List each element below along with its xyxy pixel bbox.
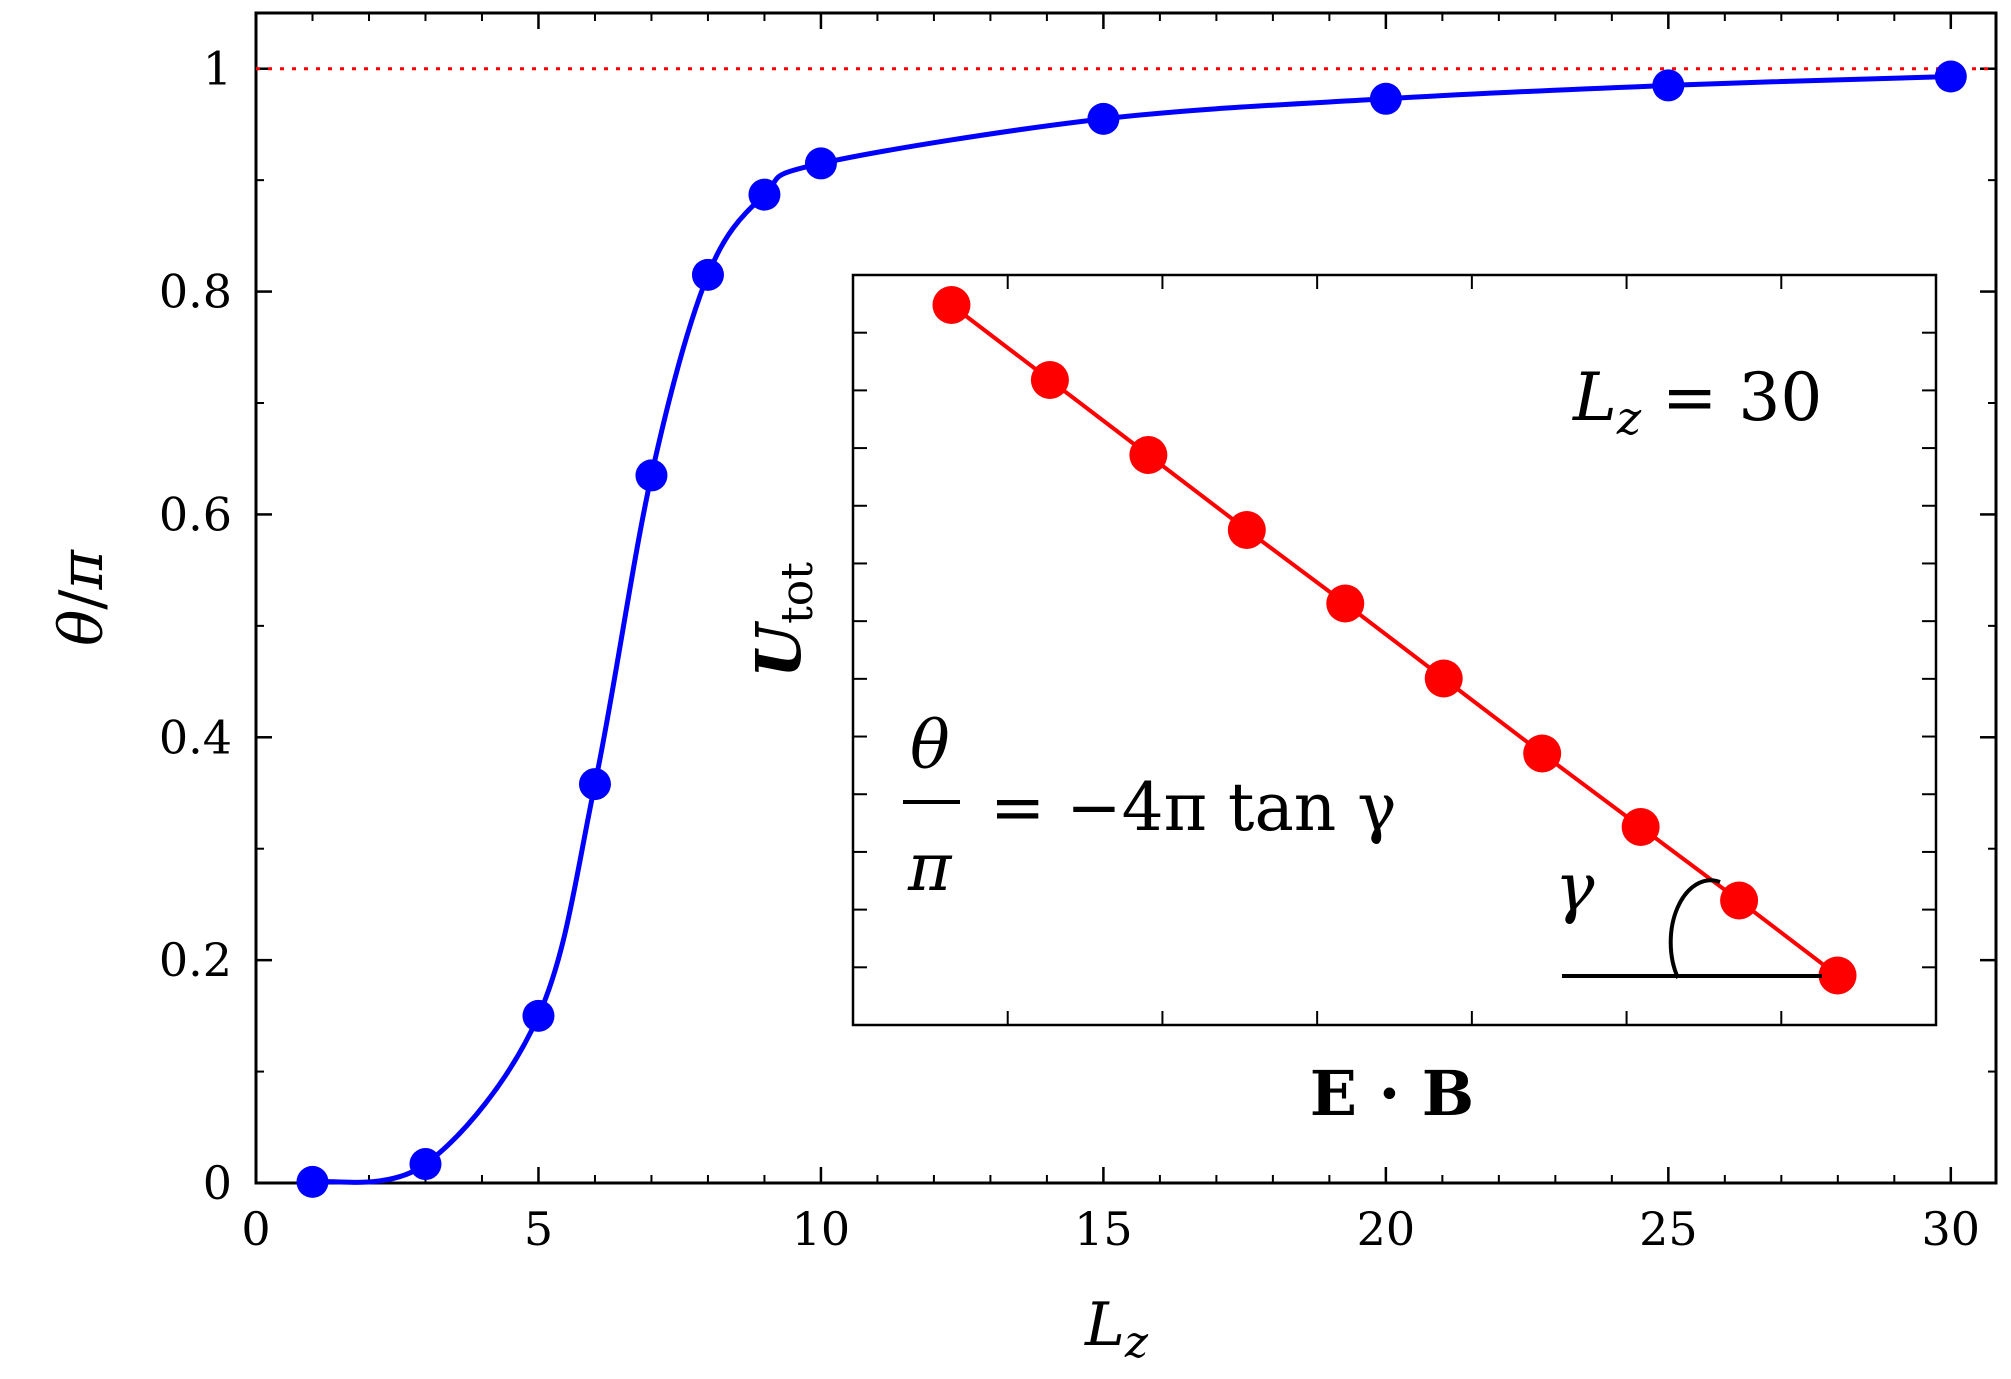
main-data-point <box>522 999 555 1032</box>
x-tick-label: 0 <box>241 1202 270 1256</box>
y-tick-label: 0.2 <box>159 933 232 987</box>
inset-data-point <box>1818 956 1857 995</box>
main-data-point <box>1652 69 1685 102</box>
x-axis-var: L <box>1084 1290 1125 1360</box>
inset-lz-rest: = 30 <box>1641 359 1822 436</box>
main-series-points <box>296 60 1967 1198</box>
x-axis-title: Lz <box>1084 1290 1149 1368</box>
y-tick-label: 0.8 <box>159 265 232 319</box>
inset-data-point <box>932 286 971 324</box>
inset-data-point <box>1326 584 1365 623</box>
inset-lz-annotation: Lz = 30 <box>1572 359 1822 445</box>
main-plot-frame <box>254 11 1998 1185</box>
formula-denominator: π <box>907 829 953 906</box>
y-axis-pi: π <box>47 549 117 591</box>
inset-lz-var: L <box>1572 359 1617 436</box>
main-data-point <box>748 178 781 211</box>
main-axis-ticks <box>254 13 1996 1185</box>
inset-data-point <box>1720 881 1759 920</box>
main-data-point <box>1087 102 1120 135</box>
x-tick-label: 30 <box>1922 1202 1981 1256</box>
inset-series-line <box>950 303 1839 978</box>
inset-data-point <box>1227 511 1266 549</box>
inset-data-point <box>1424 659 1463 698</box>
inset-x-axis-title: E · B <box>1310 1057 1474 1130</box>
y-axis-theta: θ <box>47 610 117 646</box>
main-data-point <box>409 1148 442 1181</box>
main-data-point <box>578 768 611 801</box>
main-data-point <box>1369 82 1402 115</box>
inset-ylabel-main: U <box>742 620 815 678</box>
main-data-point <box>691 258 724 291</box>
main-data-point <box>296 1165 329 1198</box>
x-tick-label: 5 <box>524 1202 553 1256</box>
inset-y-axis-title: Utot <box>742 562 823 678</box>
y-axis-title: θ/π <box>47 549 117 646</box>
x-tick-label: 25 <box>1639 1202 1698 1256</box>
main-data-point <box>635 459 668 492</box>
main-data-point <box>1934 60 1967 93</box>
inset-axis-ticks <box>853 275 1936 1025</box>
inset-data-point <box>1621 808 1660 846</box>
gamma-arc <box>1668 878 1721 979</box>
inset-data-point <box>1129 436 1168 474</box>
inset-data-point <box>1030 361 1069 399</box>
gamma-label: γ <box>1555 849 1595 926</box>
inset-series-points <box>932 286 1857 995</box>
inset-data-point <box>1523 734 1562 773</box>
formula-numerator: θ <box>910 707 950 784</box>
y-tick-label: 0 <box>203 1156 232 1210</box>
y-tick-label: 0.6 <box>159 487 232 541</box>
y-axis-slash: / <box>47 589 117 610</box>
x-axis-sub: z <box>1124 1317 1149 1368</box>
y-tick-label: 0.4 <box>159 710 232 764</box>
x-tick-label: 15 <box>1074 1202 1133 1256</box>
main-data-point <box>804 147 837 180</box>
inset-ylabel-sub: tot <box>772 562 823 624</box>
y-tick-label: 1 <box>203 42 232 96</box>
x-tick-label: 10 <box>792 1202 851 1256</box>
inset-lz-sub: z <box>1616 391 1642 445</box>
x-tick-label: 20 <box>1357 1202 1416 1256</box>
main-tick-labels: 0 5 10 15 20 25 30 0 0.2 0.4 0.6 0.8 1 <box>159 42 1980 1256</box>
formula-rest: = −4π tan γ <box>990 769 1397 846</box>
